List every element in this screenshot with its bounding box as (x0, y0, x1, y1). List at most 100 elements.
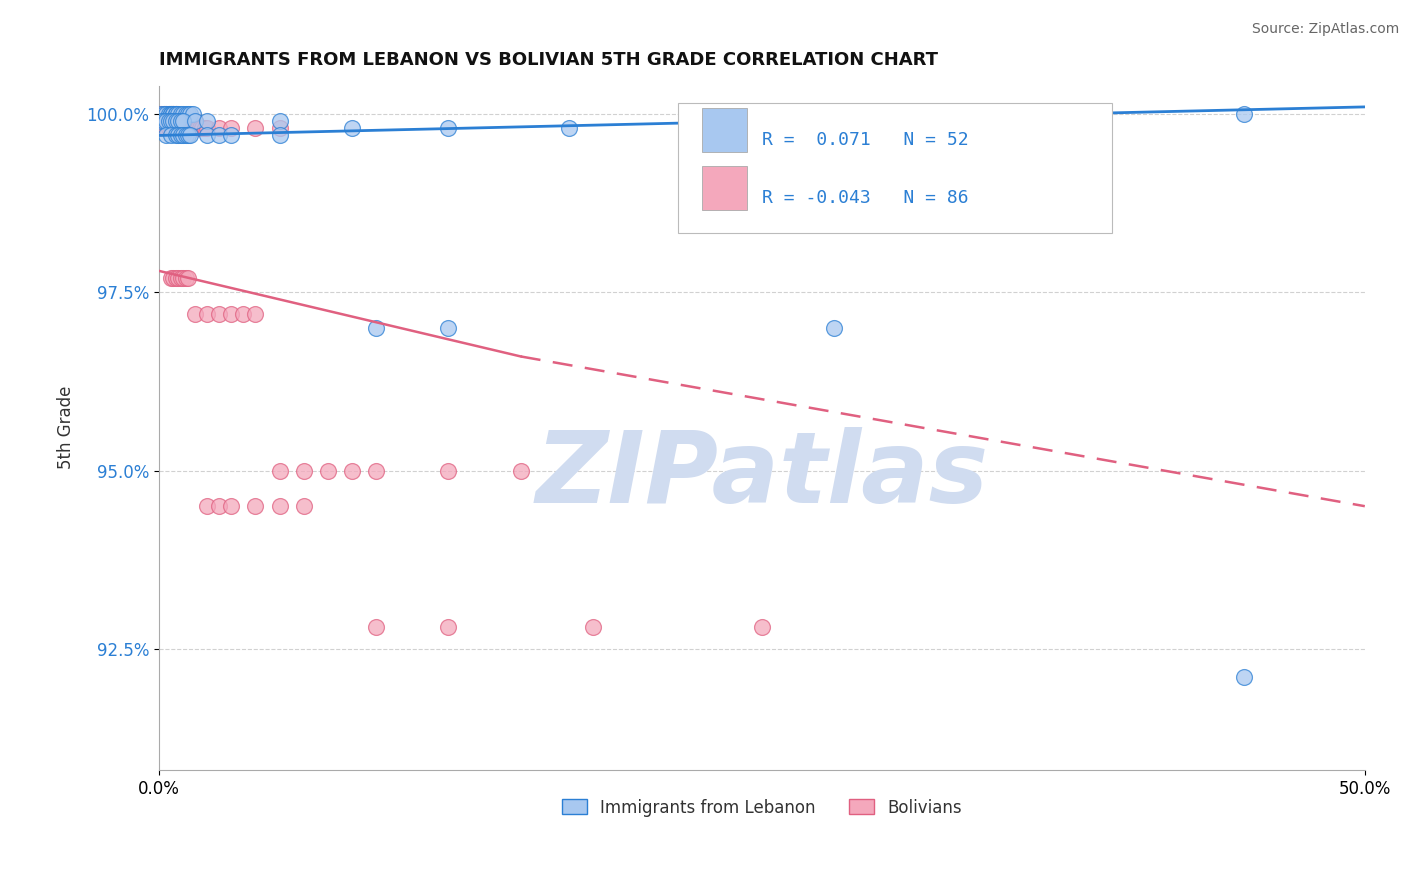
Point (150, 107, 173, 121)
Point (172, 128, 194, 143)
Point (153, 107, 176, 121)
Point (364, 464, 387, 478)
Point (269, 114, 291, 128)
Point (245, 121, 267, 136)
Point (160, 107, 183, 121)
Point (181, 107, 204, 121)
Point (232, 307, 254, 321)
Point (509, 464, 531, 478)
Point (292, 499, 315, 513)
Point (170, 271, 193, 285)
Point (170, 128, 193, 143)
Point (157, 107, 180, 121)
Point (167, 114, 190, 128)
Point (364, 321, 387, 335)
Point (170, 107, 193, 121)
Point (184, 307, 207, 321)
Point (221, 121, 243, 136)
Point (245, 499, 267, 513)
Point (221, 128, 243, 143)
Point (160, 121, 183, 136)
Point (165, 107, 187, 121)
Point (194, 121, 217, 136)
Point (165, 107, 187, 121)
Point (165, 271, 187, 285)
Point (174, 114, 197, 128)
Point (167, 114, 190, 128)
Point (174, 128, 197, 143)
FancyBboxPatch shape (678, 103, 1112, 233)
Point (208, 128, 231, 143)
Point (172, 114, 194, 128)
Point (174, 271, 197, 285)
Point (269, 464, 291, 478)
Text: R =  0.071   N = 52: R = 0.071 N = 52 (762, 131, 969, 149)
Point (157, 107, 180, 121)
Point (823, 321, 845, 335)
Point (162, 107, 184, 121)
Point (170, 114, 193, 128)
Point (170, 114, 193, 128)
Point (155, 107, 177, 121)
Point (437, 620, 460, 634)
Text: R = -0.043   N = 86: R = -0.043 N = 86 (762, 189, 969, 208)
Point (165, 121, 187, 136)
Point (208, 499, 231, 513)
Text: IMMIGRANTS FROM LEBANON VS BOLIVIAN 5TH GRADE CORRELATION CHART: IMMIGRANTS FROM LEBANON VS BOLIVIAN 5TH … (159, 51, 938, 69)
Point (221, 307, 243, 321)
Point (174, 121, 197, 136)
Point (184, 114, 207, 128)
Point (165, 107, 187, 121)
Point (184, 114, 207, 128)
Point (153, 121, 176, 136)
Point (340, 464, 363, 478)
Point (188, 121, 211, 136)
Point (167, 128, 190, 143)
Point (179, 107, 201, 121)
Text: Source: ZipAtlas.com: Source: ZipAtlas.com (1251, 22, 1399, 37)
Point (437, 121, 460, 136)
Point (160, 271, 183, 285)
Point (165, 107, 187, 121)
Point (174, 114, 197, 128)
Point (174, 107, 197, 121)
Point (153, 107, 176, 121)
Point (162, 107, 184, 121)
Point (167, 271, 190, 285)
Point (155, 107, 177, 121)
Point (162, 107, 184, 121)
FancyBboxPatch shape (702, 166, 748, 211)
Point (437, 464, 460, 478)
Point (195, 114, 218, 128)
Legend: Immigrants from Lebanon, Bolivians: Immigrants from Lebanon, Bolivians (555, 792, 969, 823)
Point (181, 114, 204, 128)
Point (160, 107, 183, 121)
Point (167, 114, 190, 128)
Point (172, 114, 194, 128)
Point (269, 499, 291, 513)
Point (150, 114, 173, 128)
Point (582, 620, 605, 634)
Point (157, 114, 180, 128)
Point (155, 128, 177, 143)
Point (165, 114, 187, 128)
Point (172, 107, 194, 121)
Point (165, 128, 187, 143)
Point (1233, 107, 1256, 121)
Point (172, 121, 194, 136)
Point (170, 114, 193, 128)
Point (160, 107, 183, 121)
Point (167, 121, 190, 136)
Point (179, 128, 201, 143)
Point (170, 114, 193, 128)
Point (177, 114, 200, 128)
Point (179, 121, 201, 136)
Point (162, 121, 184, 136)
Point (177, 121, 200, 136)
Point (340, 121, 363, 136)
Point (160, 107, 183, 121)
Point (177, 114, 200, 128)
Point (172, 114, 194, 128)
Point (153, 107, 176, 121)
Point (157, 121, 180, 136)
